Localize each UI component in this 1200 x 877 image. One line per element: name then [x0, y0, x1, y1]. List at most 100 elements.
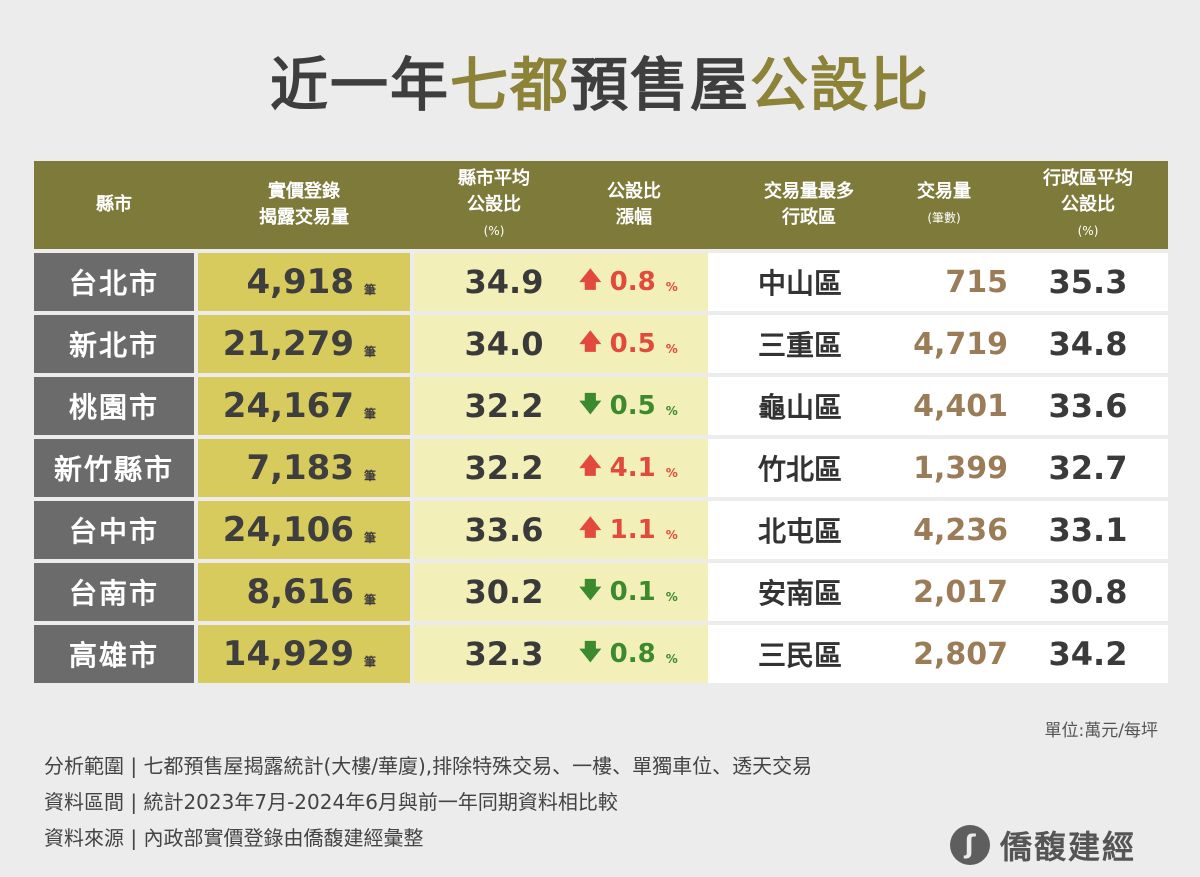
volume-unit: 筆	[363, 344, 376, 359]
city-avg-value: 30.2	[464, 573, 544, 611]
change-value: 🡅 1.1%	[579, 511, 699, 549]
footnotes: 分析範圍 | 七都預售屋揭露統計(大樓/華廈),排除特殊交易、一樓、單獨車位、透…	[44, 748, 812, 856]
arrow-down-icon: 🡇	[579, 578, 602, 603]
title-part-4: 公設比	[750, 51, 931, 119]
volume-value: 14,929	[222, 634, 354, 674]
change-value: 🡇 0.5%	[579, 387, 699, 425]
district-cell: 三民區 2,807 34.2	[708, 625, 1168, 683]
avg-cell: 30.2 🡇 0.1%	[414, 563, 708, 621]
arrow-up-icon: 🡅	[579, 516, 602, 541]
city-avg-value: 34.0	[464, 325, 544, 363]
header-count: 交易量 (筆數)	[917, 181, 971, 225]
district-avg: 34.2	[1048, 635, 1128, 673]
change-value: 🡇 0.8%	[579, 635, 699, 673]
arrow-up-icon: 🡅	[579, 454, 602, 479]
volume-unit: 筆	[363, 282, 376, 297]
arrow-up-icon: 🡅	[579, 330, 602, 355]
page-title: 近一年七都預售屋公設比	[0, 38, 1200, 122]
city-cell: 台南市	[34, 563, 194, 621]
change-value: 🡅 4.1%	[579, 449, 699, 487]
volume-value: 24,167	[222, 386, 354, 426]
avg-cell: 32.2 🡇 0.5%	[414, 377, 708, 435]
district-avg: 32.7	[1048, 449, 1128, 487]
district-count: 2,017	[913, 574, 1008, 610]
volume-value: 7,183	[246, 448, 354, 488]
table-row: 台南市 8,616 筆 30.2 🡇 0.1% 安南區 2,017 30.8	[34, 563, 1168, 621]
header-district: 交易量最多 行政區	[764, 181, 854, 228]
city-cell: 台北市	[34, 253, 194, 311]
title-part-2: 七都	[449, 51, 570, 119]
volume-unit: 筆	[363, 406, 376, 421]
district-cell: 竹北區 1,399 32.7	[708, 439, 1168, 497]
arrow-down-icon: 🡇	[579, 640, 602, 665]
title-part-1: 近一年	[269, 51, 450, 119]
city-avg-value: 32.2	[464, 449, 544, 487]
volume-unit: 筆	[363, 592, 376, 607]
avg-cell: 32.2 🡅 4.1%	[414, 439, 708, 497]
arrow-down-icon: 🡇	[579, 392, 602, 417]
note-scope: 分析範圍 | 七都預售屋揭露統計(大樓/華廈),排除特殊交易、一樓、單獨車位、透…	[44, 754, 813, 778]
volume-unit: 筆	[363, 468, 376, 483]
table-row: 台北市 4,918 筆 34.9 🡅 0.8% 中山區 715 35.3	[34, 253, 1168, 311]
note-source: 資料來源 | 內政部實價登錄由僑馥建經彙整	[44, 826, 424, 850]
district-count: 4,719	[913, 326, 1008, 362]
volume-unit: 筆	[363, 530, 376, 545]
logo-text: 僑馥建經	[1000, 828, 1137, 866]
volume-cell: 24,167 筆	[198, 377, 410, 435]
change-value: 🡇 0.1%	[579, 573, 699, 611]
city-cell: 台中市	[34, 501, 194, 559]
city-cell: 新竹縣市	[34, 439, 194, 497]
district-name: 竹北區	[757, 453, 842, 486]
header-district-avg: 行政區平均 公設比 (%)	[1043, 168, 1133, 238]
table-row: 台中市 24,106 筆 33.6 🡅 1.1% 北屯區 4,236 33.1	[34, 501, 1168, 559]
brand-logo: ʃ 僑馥建經	[950, 822, 1136, 868]
volume-value: 8,616	[246, 572, 354, 612]
district-cell: 安南區 2,017 30.8	[708, 563, 1168, 621]
city-cell: 高雄市	[34, 625, 194, 683]
data-table: 縣市 實價登錄 揭露交易量 縣市平均 公設比 (%) 公設比 漲幅 交易量最多 行政區 交…	[34, 161, 1168, 687]
district-count: 1,399	[913, 450, 1008, 486]
table-row: 高雄市 14,929 筆 32.3 🡇 0.8% 三民區 2,807 34.2	[34, 625, 1168, 683]
district-count: 715	[945, 264, 1008, 300]
volume-cell: 14,929 筆	[198, 625, 410, 683]
volume-cell: 24,106 筆	[198, 501, 410, 559]
volume-cell: 4,918 筆	[198, 253, 410, 311]
header-change: 公設比 漲幅	[607, 181, 661, 228]
city-avg-value: 33.6	[464, 511, 544, 549]
district-cell: 中山區 715 35.3	[708, 253, 1168, 311]
table-header: 縣市 實價登錄 揭露交易量 縣市平均 公設比 (%) 公設比 漲幅 交易量最多 行政區 交…	[34, 161, 1168, 249]
avg-cell: 34.0 🡅 0.5%	[414, 315, 708, 373]
volume-cell: 7,183 筆	[198, 439, 410, 497]
arrow-up-icon: 🡅	[579, 268, 602, 293]
change-value: 🡅 0.5%	[579, 325, 699, 363]
note-period: 資料區間 | 統計2023年7月-2024年6月與前一年同期資料相比較	[44, 790, 618, 814]
district-name: 安南區	[757, 577, 842, 610]
district-name: 中山區	[757, 267, 842, 300]
change-value: 🡅 0.8%	[579, 263, 699, 301]
unit-note: 單位:萬元/每坪	[1044, 721, 1158, 741]
volume-value: 24,106	[222, 510, 354, 550]
city-cell: 桃園市	[34, 377, 194, 435]
district-avg: 33.6	[1048, 387, 1128, 425]
district-count: 2,807	[913, 636, 1008, 672]
district-avg: 33.1	[1048, 511, 1128, 549]
district-cell: 龜山區 4,401 33.6	[708, 377, 1168, 435]
district-name: 龜山區	[757, 391, 842, 424]
district-name: 三重區	[757, 329, 842, 362]
logo-icon: ʃ	[950, 825, 990, 865]
volume-value: 21,279	[222, 324, 354, 364]
table-row: 新北市 21,279 筆 34.0 🡅 0.5% 三重區 4,719 34.8	[34, 315, 1168, 373]
table-row: 桃園市 24,167 筆 32.2 🡇 0.5% 龜山區 4,401 33.6	[34, 377, 1168, 435]
avg-cell: 33.6 🡅 1.1%	[414, 501, 708, 559]
district-count: 4,236	[913, 512, 1008, 548]
city-avg-value: 32.2	[464, 387, 544, 425]
table-body: 台北市 4,918 筆 34.9 🡅 0.8% 中山區 715 35.3 新北市 2…	[34, 253, 1168, 683]
district-name: 三民區	[757, 639, 842, 672]
volume-cell: 8,616 筆	[198, 563, 410, 621]
district-avg: 34.8	[1048, 325, 1128, 363]
header-city: 縣市	[96, 194, 132, 215]
city-cell: 新北市	[34, 315, 194, 373]
avg-cell: 34.9 🡅 0.8%	[414, 253, 708, 311]
volume-unit: 筆	[363, 654, 376, 669]
title-part-3: 預售屋	[570, 51, 751, 119]
